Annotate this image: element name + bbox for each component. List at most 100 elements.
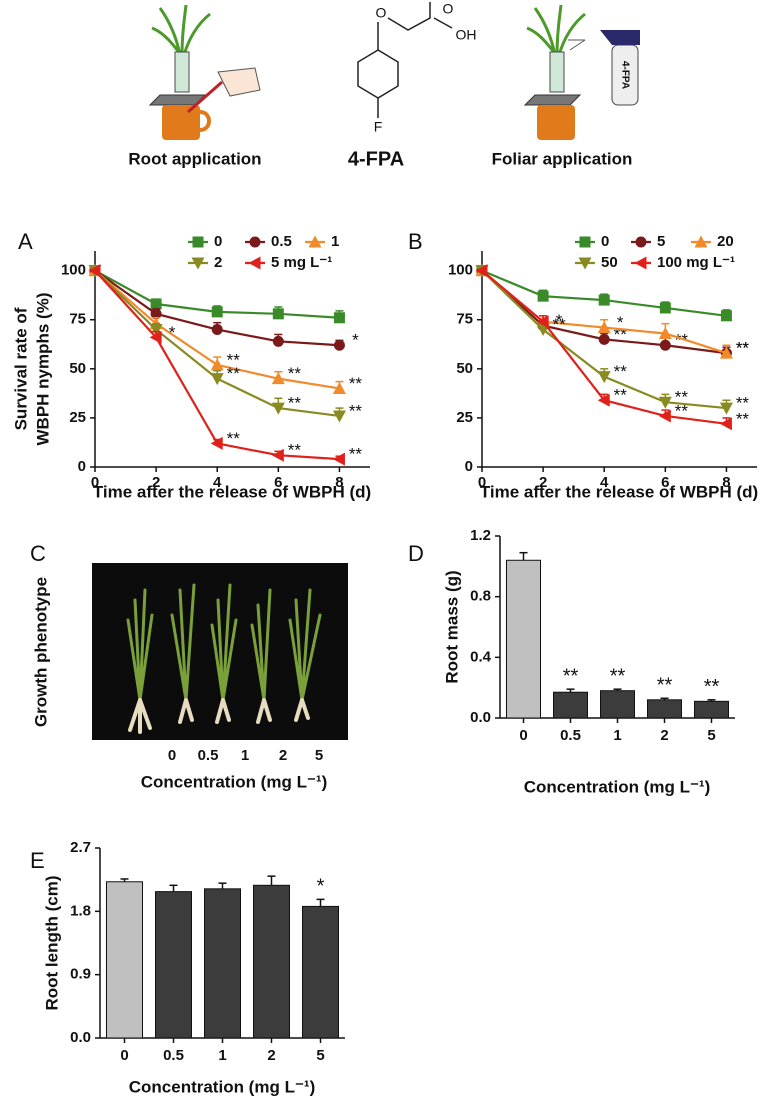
bar: [106, 881, 143, 1039]
y-tick-label: 100: [448, 262, 473, 279]
x-tick-label: 0: [519, 727, 527, 744]
panel-letter: C: [30, 541, 46, 566]
marker: [658, 326, 672, 339]
y-axis-label: Root length (cm): [42, 875, 61, 1010]
x-tick-label: 4: [600, 474, 609, 491]
x-tick-label: 5: [707, 727, 715, 744]
marker: [333, 312, 345, 324]
x-tick-label: 2: [660, 727, 668, 744]
significance: **: [288, 441, 302, 460]
legend-label: 2: [214, 254, 222, 271]
y-axis-label: Root mass (g): [442, 570, 461, 683]
significance: *: [169, 323, 176, 342]
y-tick-label: 1.8: [70, 902, 91, 919]
marker: [333, 339, 345, 351]
panel-letter: A: [18, 229, 33, 254]
x-tick-label: 6: [274, 474, 282, 491]
legend-marker: [192, 236, 204, 248]
y-tick-label: 75: [456, 311, 473, 328]
legend-marker: [578, 257, 592, 270]
y-tick-label: 50: [69, 360, 86, 377]
significance: **: [563, 665, 579, 687]
bar: [253, 884, 290, 1039]
marker: [720, 310, 732, 322]
y-tick-label: 50: [456, 360, 473, 377]
legend-label: 1: [331, 233, 339, 250]
significance: **: [349, 445, 363, 464]
category-label: 0.5: [198, 747, 219, 764]
significance: **: [349, 401, 363, 420]
atom: F: [374, 119, 383, 135]
marker: [150, 298, 162, 310]
legend-label: 5: [657, 233, 665, 250]
x-tick-label: 0: [91, 474, 99, 491]
significance: **: [736, 394, 750, 413]
significance: **: [736, 339, 750, 358]
x-axis-label: Concentration (mg L⁻¹): [129, 1077, 316, 1096]
significance: **: [614, 362, 628, 381]
marker: [271, 448, 284, 462]
marker: [150, 308, 162, 320]
y-axis-label: WBPH nymphs (%): [33, 293, 52, 446]
marker: [719, 417, 732, 431]
bottle-label: 4-FPA: [619, 61, 630, 89]
marker: [536, 315, 549, 329]
marker: [272, 335, 284, 347]
x-axis-label: Concentration (mg L⁻¹): [141, 772, 328, 791]
significance: **: [349, 374, 363, 393]
marker: [210, 373, 224, 386]
legend-marker: [308, 235, 322, 248]
bar: [694, 700, 729, 719]
marker: [88, 264, 101, 278]
marker: [659, 302, 671, 314]
marker: [658, 396, 672, 409]
y-tick-label: 0.0: [70, 1029, 91, 1046]
panel-letter: D: [408, 541, 424, 566]
significance: **: [675, 388, 689, 407]
marker: [719, 402, 733, 415]
marker: [597, 321, 611, 334]
x-tick-label: 4: [213, 474, 222, 491]
y-tick-label: 0: [78, 458, 86, 475]
legend-marker: [191, 257, 205, 270]
legend-marker: [249, 236, 261, 248]
x-tick-label: 1: [613, 727, 621, 744]
legend-label: 5 mg L⁻¹: [271, 254, 332, 271]
bar: [553, 691, 588, 719]
legend-label: 100 mg L⁻¹: [657, 254, 735, 271]
marker: [271, 402, 285, 415]
marker: [149, 324, 163, 337]
legend-label: 0: [214, 233, 222, 250]
header-label: 4-FPA: [348, 148, 404, 170]
marker: [719, 346, 733, 359]
x-tick-label: 1: [218, 1047, 226, 1064]
marker: [332, 381, 346, 394]
y-axis-label: Survival rate of: [11, 307, 30, 430]
plants: [126, 583, 322, 734]
marker: [272, 308, 284, 320]
marker: [210, 436, 223, 450]
y-tick-label: 25: [456, 409, 473, 426]
x-axis-label: Concentration (mg L⁻¹): [524, 777, 711, 796]
significance: **: [675, 401, 689, 420]
panel-letter: B: [408, 229, 423, 254]
significance: **: [227, 350, 241, 369]
x-tick-label: 2: [267, 1047, 275, 1064]
significance: **: [704, 676, 720, 698]
marker: [597, 371, 611, 384]
marker: [210, 358, 224, 371]
molecule: [357, 2, 453, 118]
marker: [271, 372, 285, 385]
bar: [600, 690, 635, 719]
significance: **: [227, 364, 241, 383]
series-line: [481, 269, 727, 317]
legend-marker: [248, 256, 261, 270]
x-axis-label: Time after the release of WBPH (d): [480, 482, 758, 501]
marker: [598, 333, 610, 345]
x-tick-label: 2: [539, 474, 547, 491]
significance: *: [352, 331, 359, 350]
significance: **: [657, 675, 673, 697]
marker: [211, 324, 223, 336]
significance: **: [736, 339, 750, 358]
marker: [658, 409, 671, 423]
